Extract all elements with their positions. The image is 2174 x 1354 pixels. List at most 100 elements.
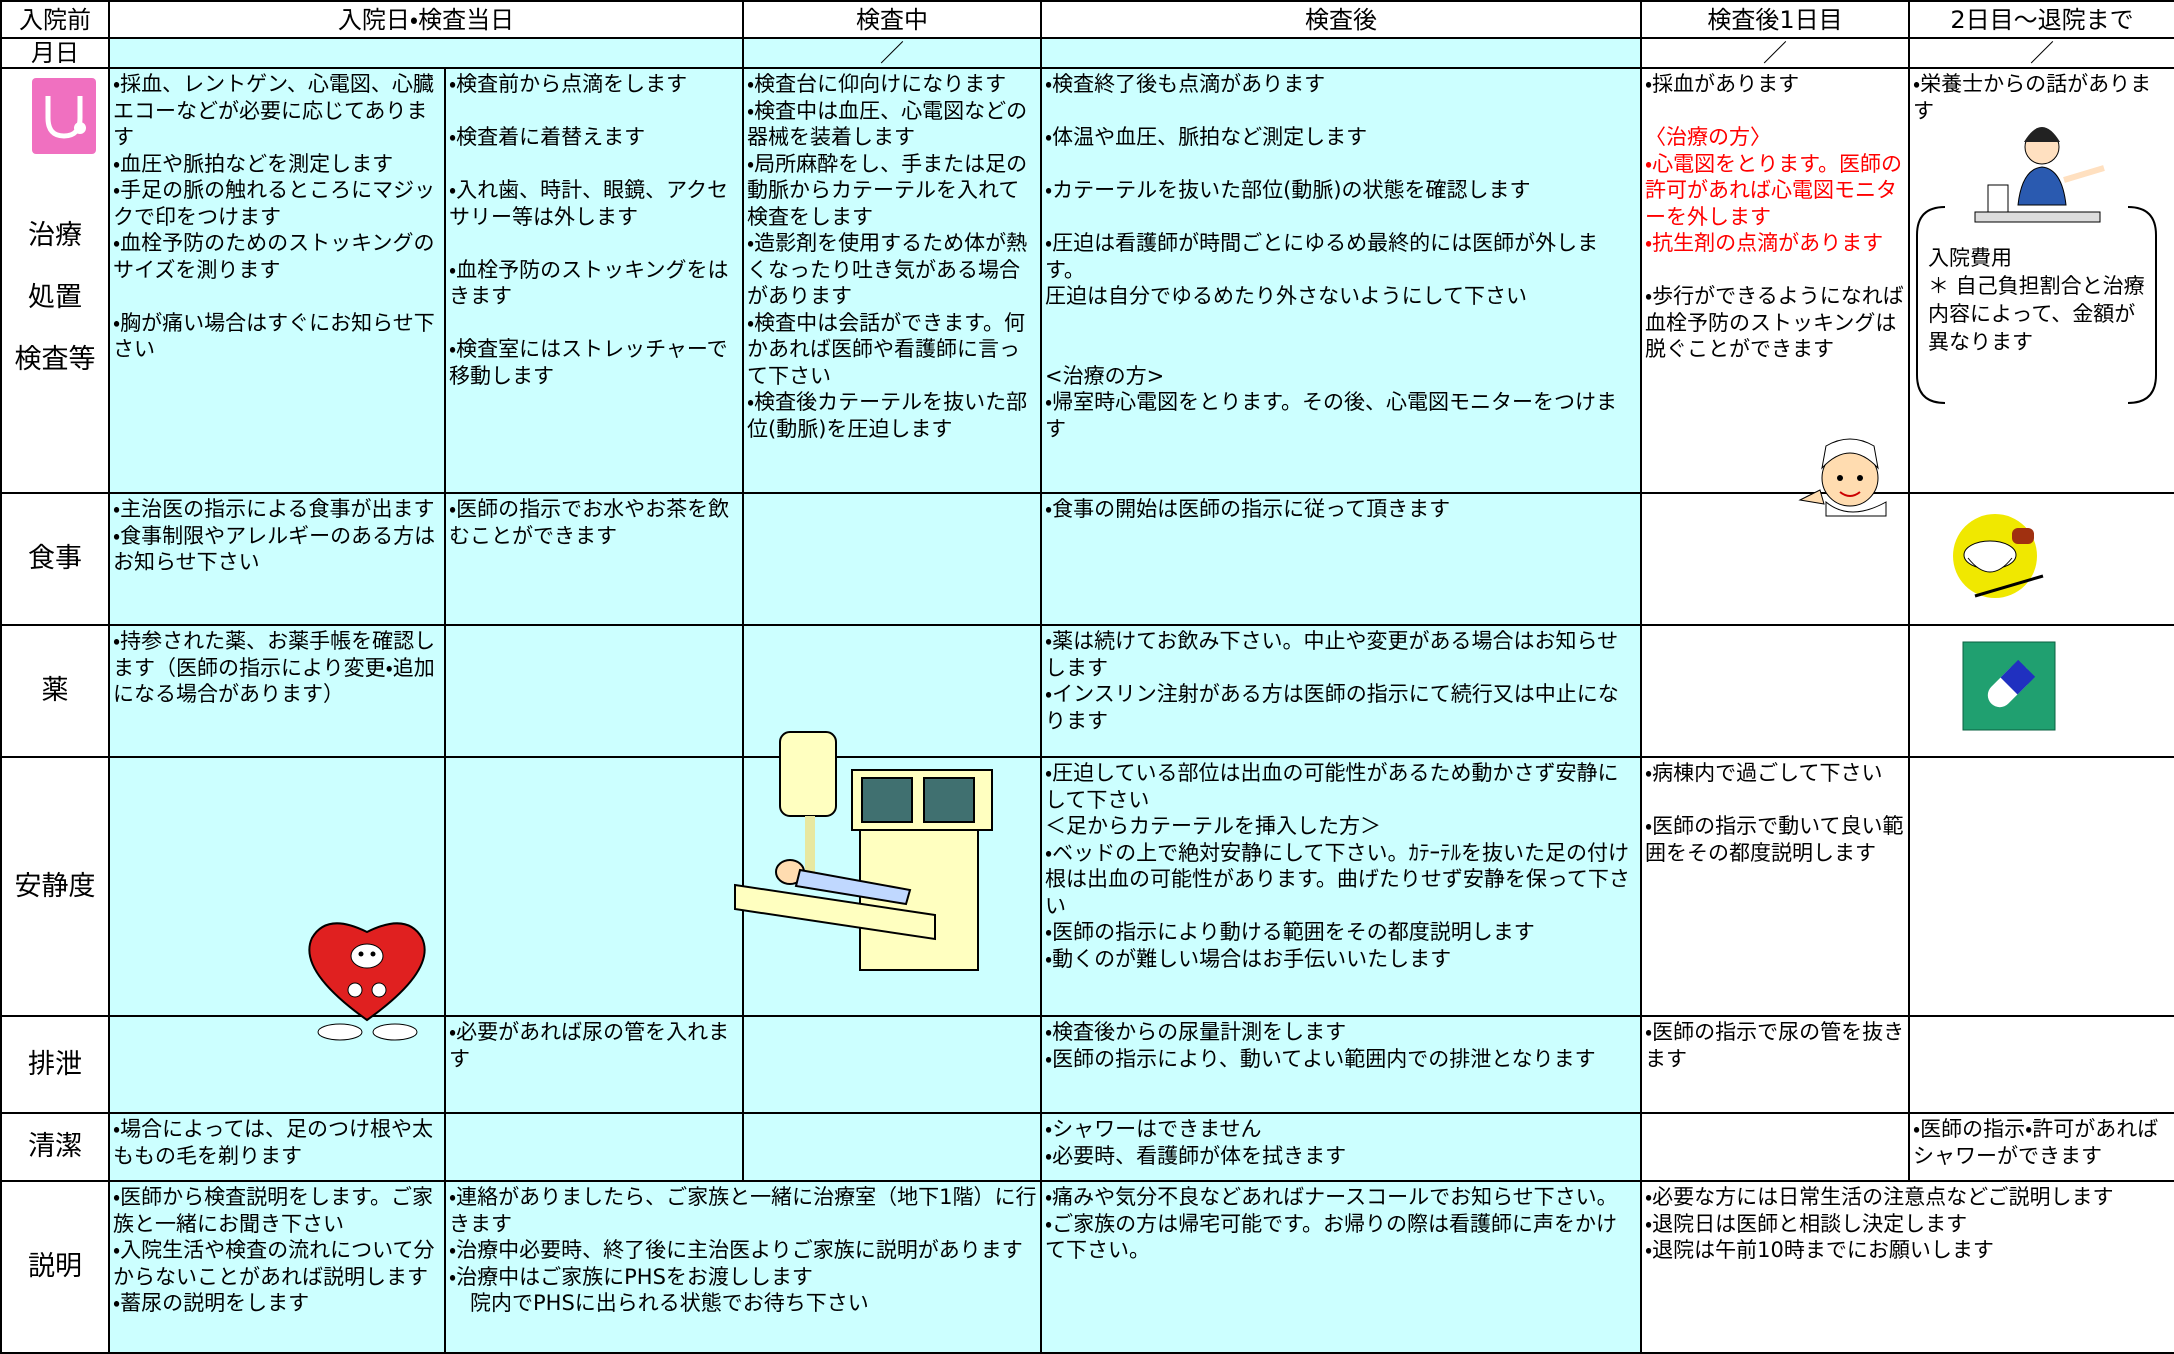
cell: ・必要な方には日常生活の注意点などご説明します ・退院日は医師と相談し決定します・…: [1640, 1180, 2174, 1354]
list: 〈治療の方〉 ・心電図をとります。医師の許可があれば心電図モニターを外します ・抗生…: [1645, 124, 1905, 257]
list-item: ・医師の指示でお水やお茶を飲むことができます: [449, 497, 730, 548]
cost-text: ＊ 自己負担割合と治療内容によって、金額が異なります: [1928, 274, 2145, 354]
list-item: ・必要な方には日常生活の注意点などご説明します: [1645, 1185, 2114, 1209]
list-item: ・痛みや気分不良などあればナースコールでお知らせ下さい。: [1045, 1185, 1618, 1209]
cell: ・連絡がありましたら、ご家族と一緒に治療室（地下1階）に行きます ・治療中必要時、…: [443, 1180, 1043, 1354]
cell: [1640, 1112, 1911, 1182]
list: ・歩行ができるようになれば血栓予防のストッキングは脱ぐことができます: [1645, 283, 1905, 363]
list-item: ・検査後からの尿量計測をします: [1045, 1020, 1347, 1044]
list-item: ・歩行ができるようになれば血栓予防のストッキングは脱ぐことができます: [1645, 284, 1904, 361]
cost-note: 入院費用 ＊ 自己負担割合と治療内容によって、金額が異なります: [1928, 244, 2146, 356]
list-item: ・圧迫は看護師が時間ごとにゆるめ最終的には医師が外します。: [1045, 231, 1599, 282]
list-item: ・入れ歯、時計、眼鏡、アクセサリー等は外します: [449, 178, 729, 229]
cell: ・薬は続けてお飲み下さい。中止や変更がある場合はお知らせします ・インスリン注射が…: [1040, 624, 1643, 758]
row-label: 治療 処置 検査等: [0, 67, 110, 494]
list-item: ・入院生活や検査の流れについて分からないことがあれば説明します: [113, 1238, 435, 1289]
cell: [1640, 624, 1911, 758]
cell: [742, 756, 1043, 1017]
list-item: 処置: [28, 282, 82, 313]
list-item: ・シャワーはできません: [1045, 1117, 1262, 1141]
cell: ・検査台に仰向けになります ・検査中は血圧、心電図などの器械を装着します ・局所麻酔…: [742, 67, 1043, 494]
row-label: 安静度: [0, 756, 110, 1017]
date-cell: ／: [1908, 37, 2174, 69]
row-label: 清潔: [0, 1112, 110, 1182]
header-cell: 入院日・検査当日: [107, 0, 745, 39]
list-item: 治療: [28, 220, 82, 251]
list-item: ・退院日は医師と相談し決定します: [1645, 1211, 1968, 1236]
header-cell: 検査後: [1040, 0, 1643, 39]
list-item: ・血栓予防のストッキングをはきます: [449, 257, 729, 309]
cell: [1908, 624, 2174, 758]
date-cell: [107, 37, 745, 69]
cell: ・痛みや気分不良などあればナースコールでお知らせ下さい。 ・ご家族の方は帰宅可能で…: [1040, 1180, 1643, 1354]
list-item: ・抗生剤の点滴があります: [1645, 231, 1884, 255]
cost-title: 入院費用: [1928, 246, 2012, 270]
list-item: ・場合によっては、足のつけ根や太ももの毛を剃ります: [113, 1117, 434, 1168]
list-item: 院内でPHSに出られる状態でお待ち下さい: [449, 1291, 869, 1315]
list-item: ・インスリン注射がある方は医師の指示にて続行又は中止になります: [1045, 682, 1619, 733]
cell: [742, 492, 1043, 626]
cell: [1908, 1015, 2174, 1114]
cell: ・検査前から点滴をします ・検査着に着替えます・入れ歯、時計、眼鏡、アクセサリー等…: [443, 67, 745, 494]
list-item: ・検査終了後も点滴があります: [1045, 72, 1326, 96]
cell: ・医師から検査説明をします。ご家族と一緒にお聞き下さい ・入院生活や検査の流れにつ…: [108, 1180, 446, 1354]
list-item: ・検査着に着替えます: [449, 125, 646, 149]
cell: ・医師の指示・許可があればシャワーができます: [1908, 1112, 2174, 1182]
cell: [742, 1015, 1043, 1114]
list-item: ・必要時、看護師が体を拭きます: [1045, 1143, 1347, 1168]
list-item: ・治療中はご家族にPHSをお渡しします: [449, 1264, 813, 1289]
cell: ・検査後からの尿量計測をします ・医師の指示により、動いてよい範囲内での排泄となり…: [1040, 1015, 1643, 1114]
list-item: ・食事の開始は医師の指示に従って頂きます: [1045, 497, 1451, 521]
row-label: 説明: [0, 1180, 110, 1354]
cell: ・主治医の指示による食事が出ます ・食事制限やアレルギーのある方はお知らせ下さい: [108, 492, 446, 626]
cell: [1908, 756, 2174, 1017]
row-label: 食事: [0, 492, 110, 626]
cell: [443, 1112, 745, 1182]
list-item: ・持参された薬、お薬手帳を確認します（医師の指示により変更・追加になる場合があり…: [113, 629, 436, 706]
cell: [1908, 492, 2174, 626]
list-item: ・採血があります: [1645, 72, 1800, 96]
cell: [108, 756, 446, 1017]
list-item: ・血圧や脈拍などを測定します: [113, 151, 394, 176]
cell: ・採血があります 〈治療の方〉 ・心電図をとります。医師の許可があれば心電図モニタ…: [1640, 67, 1911, 494]
list-item: ・造影剤を使用するため体が熱くなったり吐き気がある場合があります: [747, 231, 1028, 308]
list-item: ・主治医の指示による食事が出ます: [113, 497, 435, 521]
list-item: ・病棟内で過ごして下さい: [1645, 761, 1883, 785]
cell: [443, 624, 745, 758]
cell: ・シャワーはできません ・必要時、看護師が体を拭きます: [1040, 1112, 1643, 1182]
cell: ・持参された薬、お薬手帳を確認します（医師の指示により変更・追加になる場合があり…: [108, 624, 446, 758]
date-cell: ／: [1640, 37, 1911, 69]
date-label: 月日: [0, 37, 110, 69]
list-item: ・必要があれば尿の管を入れます: [449, 1020, 730, 1071]
list-item: ・ベッドの上で絶対安静にして下さい。ｶﾃｰﾃﾙを抜いた足の付け根は出血の可能性が…: [1045, 840, 1630, 918]
header-cell: 検査中: [742, 0, 1043, 39]
cell: ・採血、レントゲン、心電図、心臓エコーなどが必要に応じてあります ・血圧や脈拍など…: [108, 67, 446, 494]
cell: ・必要があれば尿の管を入れます: [443, 1015, 745, 1114]
header-cell: 検査後1日目: [1640, 0, 1911, 39]
cell: ・圧迫している部位は出血の可能性があるため動かさず安静にして下さい ＜足からカテー…: [1040, 756, 1643, 1017]
cell: [108, 1015, 446, 1114]
list: ・採血があります: [1645, 71, 1905, 98]
cell: ・検査終了後も点滴があります ・体温や血圧、脈拍など測定します ・カテーテルを抜いた…: [1040, 67, 1643, 494]
list-item: ・心電図をとります。医師の許可があれば心電図モニターを外します: [1645, 151, 1903, 229]
list-item: ・退院は午前10時までにお願いします: [1645, 1238, 1994, 1262]
list-item: ・胸が痛い場合はすぐにお知らせ下さい: [113, 310, 435, 362]
list-item: ＜足からカテーテルを挿入した方＞: [1045, 814, 1382, 838]
cell: ・医師の指示で尿の管を抜きます: [1640, 1015, 1911, 1114]
list-item: ・医師の指示・許可があればシャワーができます: [1913, 1117, 2159, 1168]
list-item: 圧迫は自分でゆるめたり外さないようにして下さい: [1045, 284, 1527, 308]
list-item: ・薬は続けてお飲み下さい。中止や変更がある場合はお知らせします: [1045, 629, 1619, 680]
list-item: ・栄養士からの話があります: [1913, 72, 2152, 123]
list-item: ・検査前から点滴をします: [449, 72, 688, 96]
list-item: ・圧迫している部位は出血の可能性があるため動かさず安静にして下さい: [1045, 761, 1619, 812]
list-item: ・医師の指示により、動いてよい範囲内での排泄となります: [1045, 1046, 1596, 1071]
list-item: 検査等: [14, 344, 96, 375]
cell: ・食事の開始は医師の指示に従って頂きます: [1040, 492, 1643, 626]
list-item: ・手足の脈の触れるところにマジックで印をつけます: [113, 178, 436, 229]
list-item: <治療の方>: [1045, 363, 1165, 388]
cell: ・医師の指示でお水やお茶を飲むことができます: [443, 492, 745, 626]
cell: [742, 1112, 1043, 1182]
list-item: ・医師から検査説明をします。ご家族と一緒にお聞き下さい: [113, 1185, 434, 1236]
